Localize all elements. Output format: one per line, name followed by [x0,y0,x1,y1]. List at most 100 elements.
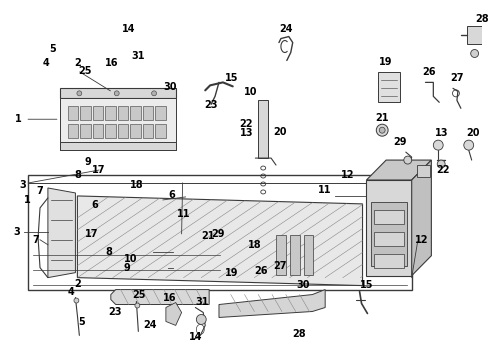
Text: 26: 26 [423,67,436,77]
Text: 16: 16 [163,293,176,302]
Text: 22: 22 [437,165,450,175]
Text: 18: 18 [130,180,144,190]
Polygon shape [219,289,325,318]
Text: 15: 15 [360,280,373,289]
Text: 19: 19 [379,58,393,67]
Circle shape [464,140,474,150]
Bar [118,106,128,120]
Text: 3: 3 [13,227,20,237]
Text: 11: 11 [177,209,191,219]
Text: 22: 22 [240,120,253,129]
Text: 7: 7 [37,186,44,196]
Text: 6: 6 [91,200,98,210]
Text: 10: 10 [244,87,257,97]
Bar [60,142,176,150]
Text: 13: 13 [435,128,448,138]
Text: 31: 31 [131,51,145,61]
Text: 18: 18 [247,240,261,250]
Text: 11: 11 [318,185,332,195]
Bar [416,165,430,177]
Text: 7: 7 [33,235,40,245]
Circle shape [151,91,156,96]
Text: 21: 21 [201,231,215,240]
Bar [93,106,103,120]
Text: 15: 15 [225,73,239,83]
Text: 31: 31 [196,297,209,306]
Text: 1: 1 [24,195,30,205]
Circle shape [196,315,206,324]
Circle shape [77,91,82,96]
Text: 17: 17 [84,229,98,239]
Text: 21: 21 [375,113,389,123]
Bar [130,106,141,120]
Text: 30: 30 [164,82,177,92]
Text: 24: 24 [143,320,157,330]
Text: 12: 12 [341,170,354,180]
Text: 29: 29 [211,229,224,239]
Text: 9: 9 [123,263,130,273]
Text: 19: 19 [225,268,239,278]
Text: 23: 23 [204,100,218,110]
Polygon shape [371,202,407,266]
Text: 16: 16 [105,58,118,68]
Bar [155,124,166,138]
Polygon shape [111,289,209,305]
Bar [105,106,116,120]
Polygon shape [166,302,182,325]
Text: 25: 25 [133,289,146,300]
Text: 2: 2 [74,279,81,289]
Polygon shape [374,254,404,268]
Bar [118,124,128,138]
Circle shape [135,303,140,308]
Bar [68,106,78,120]
Polygon shape [303,235,314,275]
Bar [130,124,141,138]
Bar [93,124,103,138]
Bar [80,124,91,138]
Bar [143,106,153,120]
Text: 23: 23 [109,307,122,317]
Text: 9: 9 [84,157,91,167]
Text: 28: 28 [476,14,490,24]
Text: 1: 1 [15,114,22,124]
Text: 29: 29 [393,137,407,147]
Text: 8: 8 [105,247,112,257]
Polygon shape [276,235,286,275]
Text: 25: 25 [78,66,92,76]
Text: 24: 24 [279,24,293,33]
Text: 4: 4 [68,287,75,297]
Text: 30: 30 [297,280,310,289]
Text: 20: 20 [273,127,287,136]
Polygon shape [77,196,363,285]
Circle shape [74,298,79,303]
Bar [68,124,78,138]
Polygon shape [367,160,431,180]
Text: 12: 12 [415,235,428,245]
Text: 5: 5 [78,318,85,328]
Bar [378,72,400,102]
Circle shape [404,156,412,164]
Text: 27: 27 [450,73,464,84]
Bar [155,106,166,120]
Polygon shape [290,235,299,275]
Text: 4: 4 [43,58,50,68]
Polygon shape [374,210,404,224]
Circle shape [471,50,479,58]
Bar [28,175,412,289]
Polygon shape [48,188,75,278]
Bar [258,100,268,158]
Bar [105,124,116,138]
Circle shape [379,127,385,133]
Bar [60,88,176,98]
Text: 20: 20 [466,128,479,138]
Polygon shape [412,160,431,276]
Bar [60,98,176,150]
Text: 28: 28 [293,329,306,339]
Text: 26: 26 [254,266,268,276]
Circle shape [437,160,445,168]
Bar [143,124,153,138]
Circle shape [114,91,119,96]
Polygon shape [367,180,412,276]
Text: 17: 17 [92,165,106,175]
Text: 2: 2 [74,58,81,68]
